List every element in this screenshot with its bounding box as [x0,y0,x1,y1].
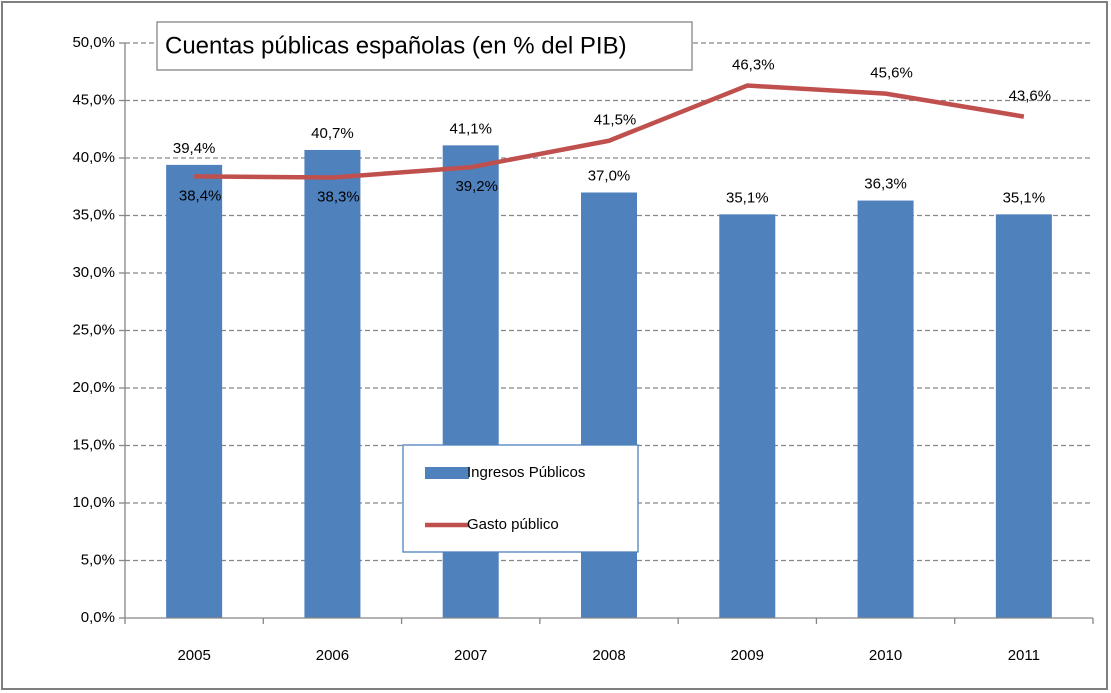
legend-label: Ingresos Públicos [467,464,585,481]
bar-value-label: 35,1% [726,189,769,206]
y-tick-label: 45,0% [72,91,115,108]
y-tick-label: 10,0% [72,494,115,511]
y-tick-label: 5,0% [81,551,115,568]
title-box [156,21,693,71]
x-tick-label: 2009 [731,647,764,664]
line [194,83,1025,180]
bar-value-label: 35,1% [1003,189,1046,206]
legend-swatch [425,467,469,479]
chart-title: Cuentas públicas españolas (en % del PIB… [165,32,627,59]
bar [304,149,361,618]
line-value-label: 38,3% [317,189,360,206]
bar [857,200,914,619]
x-tick-label: 2006 [316,647,349,664]
line-value-label: 38,4% [179,187,222,204]
line-value-label: 41,5% [594,112,637,129]
x-tick-label: 2007 [454,647,487,664]
bar [995,214,1052,618]
bar [719,214,776,618]
y-tick-label: 25,0% [72,321,115,338]
y-tick-label: 15,0% [72,436,115,453]
line-value-label: 46,3% [732,57,775,74]
bar [581,192,637,618]
line-value-label: 43,6% [1009,88,1052,105]
legend-label: Gasto público [467,516,559,533]
bar-value-label: 37,0% [588,167,631,184]
y-tick-label: 50,0% [72,34,115,51]
y-tick-label: 35,0% [72,206,115,223]
bar [166,164,223,618]
bar-value-label: 40,7% [311,125,354,142]
x-tick-label: 2011 [1008,647,1040,664]
bar-value-label: 36,3% [864,176,907,193]
legend-box [402,444,639,553]
y-tick-label: 30,0% [72,264,115,281]
y-tick-label: 20,0% [72,379,115,396]
y-tick-label: 0,0% [81,609,115,626]
bar-value-label: 39,4% [173,140,216,157]
x-tick-label: 2010 [869,647,902,664]
bar-value-label: 41,1% [449,120,492,137]
x-tick-label: 2005 [177,647,210,664]
line-value-label: 39,2% [455,178,498,195]
x-tick-label: 2008 [592,647,625,664]
y-tick-label: 40,0% [72,149,115,166]
line-value-label: 45,6% [870,65,913,82]
